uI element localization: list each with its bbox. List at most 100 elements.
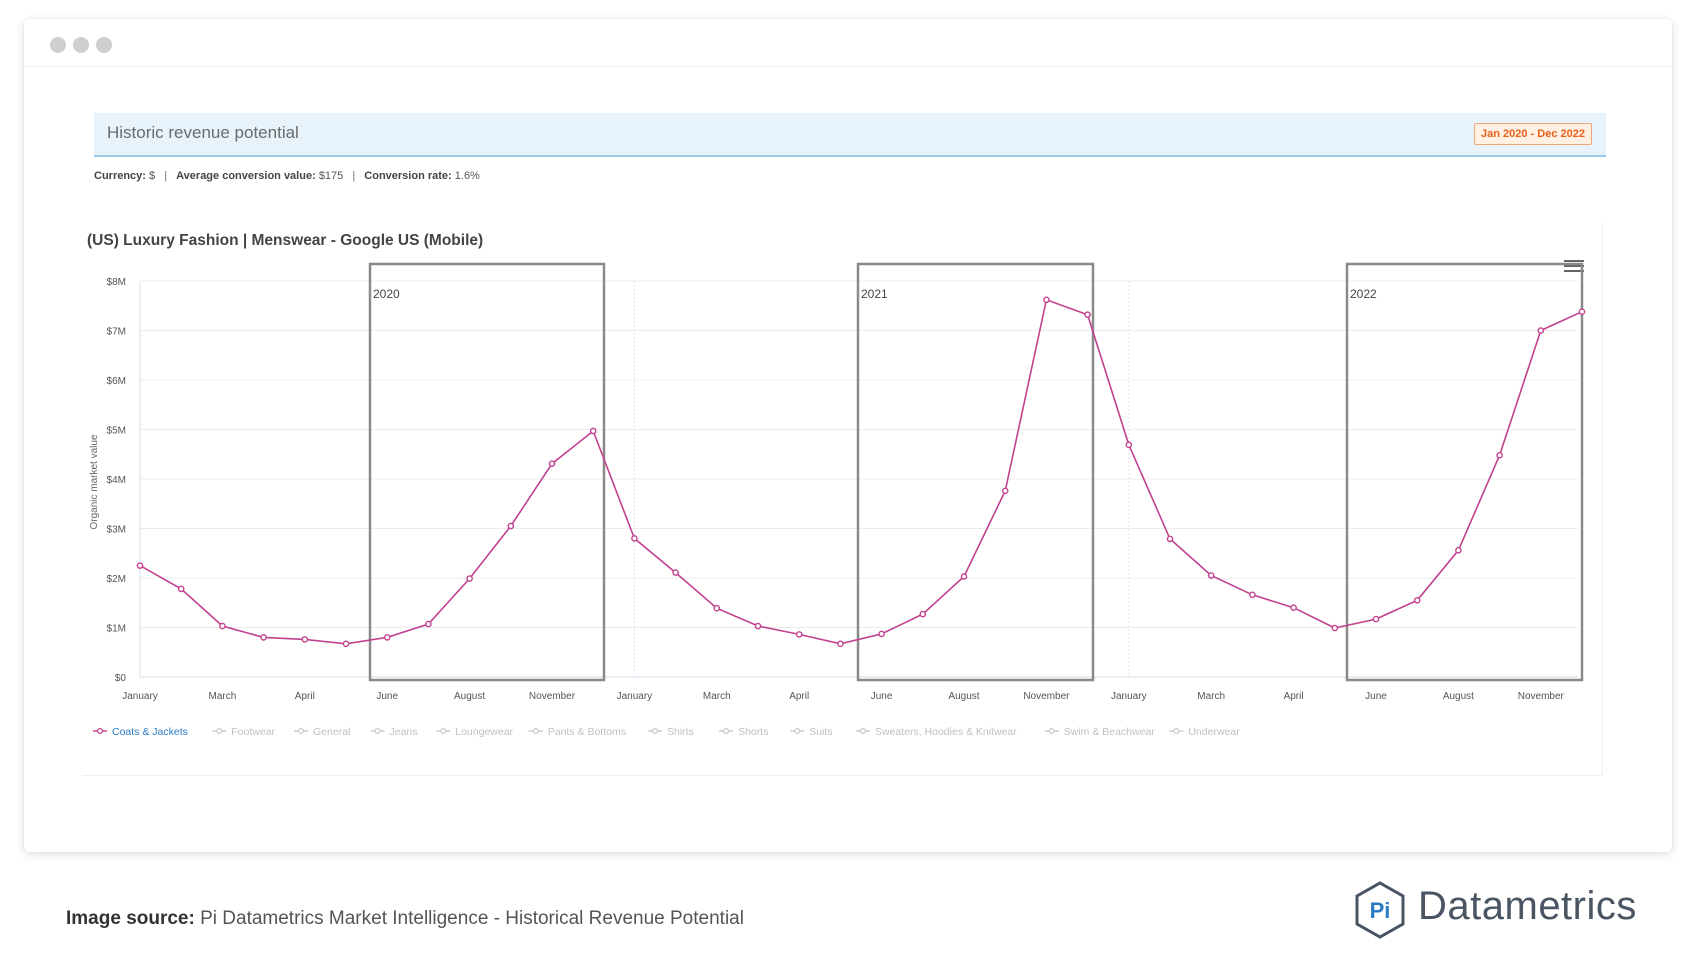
data-point: [1207, 572, 1215, 579]
conversion-rate-label: Conversion rate:: [364, 170, 452, 182]
legend-swatch-marker: [1173, 727, 1180, 734]
legend-swatch-marker: [532, 727, 539, 734]
data-point: [383, 634, 391, 641]
data-point: [301, 636, 309, 643]
data-point: [177, 585, 185, 593]
image-source-caption: Image source: Pi Datametrics Market Inte…: [66, 908, 744, 930]
data-point: [466, 575, 473, 582]
legend-swatch-marker: [859, 727, 866, 734]
data-point: [1084, 311, 1091, 318]
y-tick-label: $7M: [107, 327, 126, 338]
data-point: [878, 630, 885, 638]
data-point: [260, 634, 267, 641]
x-tick-label: August: [454, 691, 485, 702]
data-point: [342, 640, 350, 648]
legend-item-label[interactable]: Jeans: [390, 726, 418, 738]
data-point: [1413, 596, 1421, 604]
y-tick-label: $4M: [107, 475, 126, 486]
source-text: Pi Datametrics Market Intelligence - His…: [200, 908, 744, 929]
date-range-badge[interactable]: Jan 2020 - Dec 2022: [1474, 123, 1592, 145]
datametrics-logo: Pi Datametrics: [1350, 880, 1650, 940]
x-tick-label: March: [209, 691, 237, 702]
legend-item-label[interactable]: Suits: [809, 726, 832, 738]
series-line-coats-jackets: [139, 298, 1583, 645]
logo-wordmark: Datametrics: [1418, 884, 1637, 928]
meta-separator: |: [352, 170, 356, 182]
year-highlight-box: [1345, 262, 1584, 682]
x-tick-label: January: [617, 691, 653, 702]
data-point: [589, 427, 597, 435]
data-point: [1578, 308, 1586, 315]
avg-conversion-value: $175: [318, 170, 344, 182]
window-maximize-dot[interactable]: [96, 37, 112, 53]
chart-menu-icon[interactable]: [1564, 260, 1584, 274]
y-tick-label: $6M: [107, 376, 126, 387]
window-close-dot[interactable]: [50, 37, 66, 53]
y-tick-label: $3M: [107, 525, 126, 536]
data-point: [713, 604, 721, 612]
legend-swatch-marker: [298, 727, 305, 734]
x-tick-label: November: [1518, 691, 1565, 702]
data-point: [1001, 487, 1009, 495]
data-point: [1249, 591, 1256, 599]
data-point: [754, 622, 762, 630]
data-point: [672, 569, 679, 576]
data-point: [1290, 604, 1297, 612]
legend-item-label[interactable]: Underwear: [1188, 726, 1240, 738]
x-tick-label: January: [1111, 691, 1147, 702]
x-tick-label: April: [789, 691, 809, 702]
x-tick-label: August: [1443, 691, 1474, 702]
window-title-bar: [24, 19, 1672, 67]
x-tick-label: August: [948, 691, 979, 702]
legend-swatch-marker: [216, 727, 223, 734]
year-highlight-box: [368, 262, 606, 682]
data-point: [1331, 624, 1339, 632]
data-point: [837, 640, 844, 648]
data-point: [1043, 296, 1050, 304]
legend-swatch-marker: [1048, 727, 1055, 734]
x-tick-label: June: [376, 691, 398, 702]
data-point: [795, 631, 803, 638]
section-title: Historic revenue potential: [107, 123, 299, 142]
legend-item-label[interactable]: General: [313, 726, 350, 738]
data-point: [631, 535, 638, 542]
x-tick-label: April: [295, 691, 315, 702]
x-tick-label: November: [1023, 691, 1070, 702]
browser-window: [24, 19, 1672, 852]
data-point: [548, 460, 556, 467]
year-highlight-box: [856, 262, 1095, 682]
data-point: [1537, 327, 1545, 334]
legend-item-label[interactable]: Swim & Beachwear: [1064, 726, 1156, 738]
x-tick-label: June: [1365, 691, 1387, 702]
data-point: [960, 573, 968, 580]
chart-title: (US) Luxury Fashion | Menswear - Google …: [87, 232, 484, 249]
legend-item-label[interactable]: Loungewear: [455, 726, 513, 738]
year-annotation: 2021: [861, 287, 888, 301]
y-tick-label: $5M: [107, 426, 126, 437]
legend-swatch-marker: [794, 727, 801, 734]
legend-item-label[interactable]: Footwear: [231, 726, 275, 738]
data-point: [219, 622, 226, 630]
legend-item-label[interactable]: Sweaters, Hoodies & Knitwear: [875, 726, 1017, 738]
data-point: [1372, 615, 1380, 623]
conversion-meta: Currency: $ | Average conversion value: …: [94, 170, 480, 182]
data-point: [425, 620, 432, 628]
year-annotation: 2020: [373, 287, 400, 301]
legend-item-label[interactable]: Coats & Jackets: [112, 726, 188, 738]
y-tick-label: $2M: [107, 574, 126, 585]
x-tick-label: June: [871, 691, 893, 702]
legend-item-label[interactable]: Shirts: [667, 726, 694, 738]
legend-swatch-marker: [440, 727, 447, 734]
meta-separator: |: [164, 170, 168, 182]
conversion-rate-value: 1.6%: [454, 170, 480, 182]
x-tick-label: March: [1197, 691, 1225, 702]
y-tick-label: $8M: [107, 277, 126, 288]
data-point: [507, 522, 515, 530]
logo-mark: Pi: [1370, 898, 1391, 923]
legend-item-label[interactable]: Shorts: [738, 726, 768, 738]
legend-item-label[interactable]: Pants & Bottoms: [548, 726, 626, 738]
window-minimize-dot[interactable]: [73, 37, 89, 53]
data-point: [1166, 535, 1174, 543]
data-point: [919, 610, 927, 618]
